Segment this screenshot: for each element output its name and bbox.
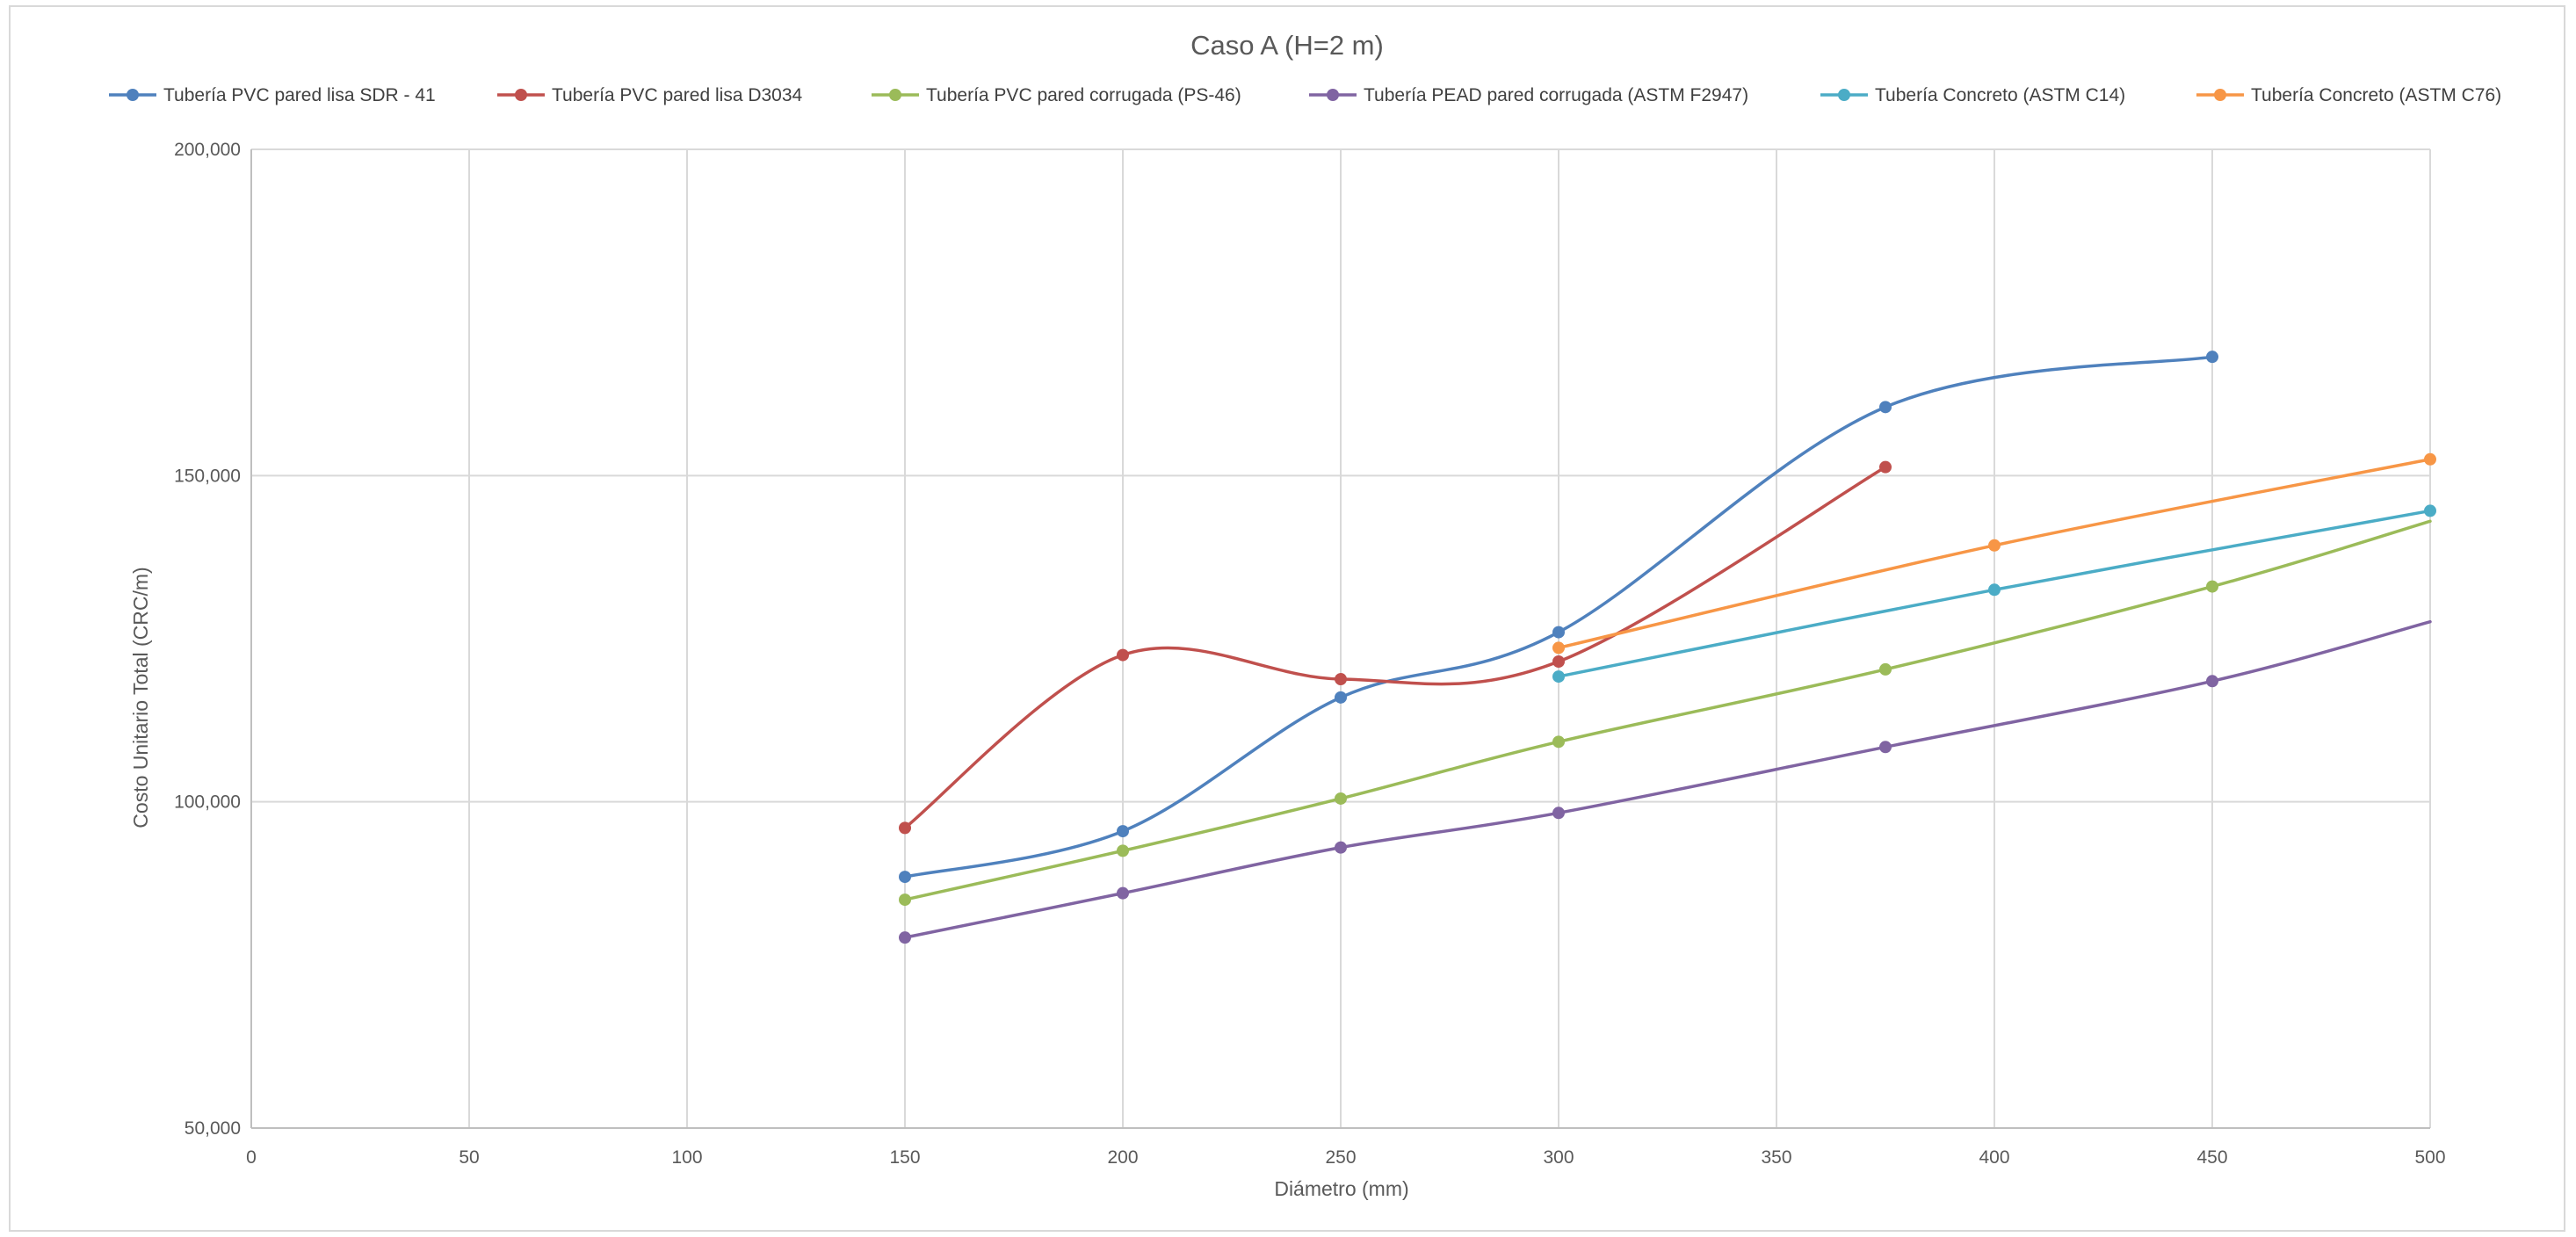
series-line: [903, 519, 2432, 901]
data-point: [1552, 807, 1565, 820]
legend-item-5: Tubería Concreto (ASTM C14): [1820, 85, 2125, 105]
x-tick-label: 350: [1761, 1147, 1791, 1168]
data-point: [2206, 580, 2218, 593]
legend-label: Tubería PVC pared corrugada (PS-46): [926, 85, 1241, 105]
series-line: [903, 619, 2432, 939]
legend-item-2: Tubería PVC pared lisa D3034: [497, 85, 803, 105]
data-point: [1552, 670, 1565, 684]
legend-item-1: Tubería PVC pared lisa SDR - 41: [109, 85, 436, 105]
x-tick-label: 0: [246, 1147, 257, 1168]
x-tick-label: 300: [1543, 1147, 1574, 1168]
legend-marker: [127, 89, 139, 101]
series-5: [1552, 504, 2436, 684]
legend-marker: [1327, 89, 1339, 101]
x-tick-label: 150: [889, 1147, 920, 1168]
data-point: [899, 821, 911, 835]
data-point: [1117, 844, 1129, 857]
data-point: [1335, 691, 1347, 704]
data-point: [1879, 741, 1892, 754]
series-2: [899, 460, 1892, 835]
data-point: [1335, 673, 1347, 686]
x-tick-label: 50: [459, 1147, 479, 1168]
data-point: [1552, 641, 1565, 655]
legend: Tubería PVC pared lisa SDR - 41 Tubería P…: [109, 85, 2501, 105]
x-tick-label: 100: [671, 1147, 702, 1168]
series-6: [1552, 452, 2436, 655]
legend-label: Tubería Concreto (ASTM C14): [1875, 85, 2125, 105]
data-point: [1335, 792, 1347, 805]
data-point: [1552, 655, 1565, 668]
chart-frame: Caso A (H=2 m) Tubería PVC pared lisa SD…: [9, 5, 2565, 1232]
data-point: [1988, 539, 2001, 552]
gridlines: [251, 148, 2431, 1128]
legend-marker: [889, 89, 901, 101]
data-point: [899, 931, 911, 944]
chart-title: Caso A (H=2 m): [1190, 30, 1384, 61]
legend-item-3: Tubería PVC pared corrugada (PS-46): [872, 85, 1241, 105]
series-layer: [899, 351, 2436, 944]
legend-item-4: Tubería PEAD pared corrugada (ASTM F2947…: [1309, 85, 1748, 105]
data-point: [1879, 460, 1892, 474]
legend-label: Tubería PVC pared lisa SDR - 41: [163, 85, 436, 105]
y-tick-label: 200,000: [174, 140, 241, 160]
data-point: [1117, 648, 1129, 662]
data-point: [1879, 662, 1892, 676]
series-line: [903, 465, 1887, 830]
data-point: [2206, 351, 2218, 364]
data-point: [1552, 626, 1565, 639]
x-axis-title: Diámetro (mm): [1274, 1177, 1408, 1200]
y-tick-label: 50,000: [185, 1118, 241, 1139]
data-point: [1117, 825, 1129, 838]
x-tick-label: 500: [2414, 1147, 2445, 1168]
series-3: [899, 519, 2432, 907]
data-point: [2424, 452, 2436, 466]
x-tick-label: 400: [1979, 1147, 2009, 1168]
series-4: [899, 619, 2432, 944]
x-tick-label: 450: [2196, 1147, 2227, 1168]
y-tick-label: 100,000: [174, 792, 241, 813]
data-point: [1335, 841, 1347, 854]
data-point: [899, 893, 911, 907]
data-point: [1117, 886, 1129, 900]
x-tick-label: 250: [1325, 1147, 1356, 1168]
legend-label: Tubería PVC pared lisa D3034: [552, 85, 803, 105]
x-tick-label: 200: [1107, 1147, 1138, 1168]
legend-marker: [515, 89, 527, 101]
data-point: [899, 871, 911, 884]
series-1: [899, 351, 2218, 884]
data-point: [1988, 583, 2001, 597]
data-point: [2206, 675, 2218, 688]
axes: 0 50 100 150 200 250 300 350 400 450 500 50,000 100,…: [174, 140, 2445, 1168]
legend-label: Tubería Concreto (ASTM C76): [2251, 85, 2501, 105]
legend-marker: [2214, 89, 2226, 101]
legend-item-6: Tubería Concreto (ASTM C76): [2196, 85, 2501, 105]
y-axis-title: Costo Unitario Total (CRC/m): [129, 567, 152, 828]
data-point: [1552, 735, 1565, 749]
y-tick-label: 150,000: [174, 466, 241, 486]
data-point: [2424, 504, 2436, 517]
legend-marker: [1838, 89, 1850, 101]
legend-label: Tubería PEAD pared corrugada (ASTM F2947…: [1364, 85, 1748, 105]
data-point: [1879, 401, 1892, 414]
line-chart: Caso A (H=2 m) Tubería PVC pared lisa SD…: [109, 30, 2501, 1200]
